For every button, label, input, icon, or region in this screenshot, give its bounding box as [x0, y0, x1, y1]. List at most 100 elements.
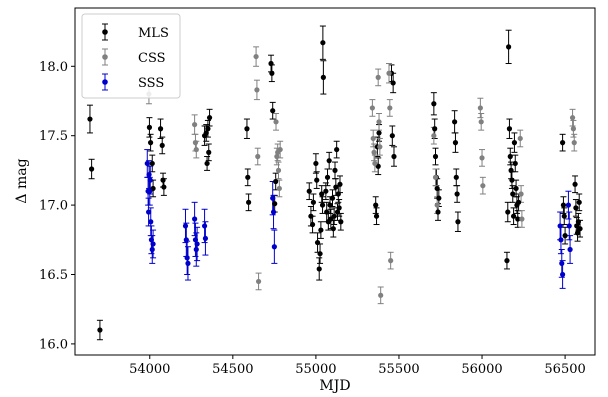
- sss-point: [559, 260, 565, 266]
- mls-point: [87, 116, 93, 122]
- mls-point: [268, 60, 274, 67]
- mls-point: [89, 166, 95, 172]
- mls-point: [452, 119, 458, 125]
- css-point: [255, 278, 262, 285]
- sss-point: [144, 160, 150, 167]
- mls-point: [308, 213, 314, 219]
- sss-point: [146, 171, 152, 178]
- mls-point: [560, 202, 567, 208]
- x-axis-label: MJD: [319, 378, 350, 394]
- mls-point: [205, 126, 211, 132]
- mls-point: [373, 213, 380, 219]
- css-point: [273, 119, 279, 125]
- sss-point: [148, 237, 155, 243]
- css-point: [377, 144, 383, 150]
- legend-sss-marker: [102, 79, 108, 85]
- css-point: [369, 105, 375, 111]
- mls-point: [455, 219, 461, 225]
- sss-point: [148, 219, 154, 225]
- mls-point: [319, 191, 325, 197]
- legend-css-label: CSS: [138, 51, 166, 66]
- mls-point: [454, 191, 460, 197]
- css-point: [378, 292, 384, 298]
- mls-point: [577, 226, 583, 232]
- mls-point: [161, 184, 167, 190]
- mls-point: [317, 251, 323, 257]
- mls-point: [338, 219, 344, 225]
- sss-point: [145, 209, 152, 215]
- mls-point: [206, 149, 212, 155]
- mls-point: [326, 158, 332, 164]
- css-point: [518, 191, 524, 197]
- mls-point: [510, 191, 516, 197]
- mls-point: [573, 205, 579, 211]
- y-tick-label: 17.0: [39, 199, 68, 214]
- mls-point: [435, 209, 441, 215]
- mls-point: [576, 199, 582, 205]
- legend-mls-marker: [102, 29, 108, 35]
- x-tick-label: 54500: [212, 362, 253, 377]
- mls-point: [512, 160, 518, 167]
- css-point: [479, 155, 485, 161]
- css-point: [274, 153, 280, 160]
- css-point: [478, 119, 484, 125]
- sss-point: [567, 246, 573, 253]
- mls-point: [309, 221, 316, 228]
- mls-point: [336, 205, 342, 211]
- mls-point: [270, 108, 276, 114]
- x-tick-label: 56500: [544, 362, 585, 377]
- sss-point: [192, 237, 199, 243]
- css-point: [431, 133, 437, 139]
- css-point: [434, 202, 440, 208]
- mls-point: [513, 185, 519, 192]
- mls-point: [511, 140, 518, 146]
- mls-point: [324, 209, 330, 215]
- css-point: [376, 119, 382, 125]
- css-point: [388, 258, 394, 264]
- css-point: [370, 135, 376, 142]
- mls-point: [159, 142, 165, 149]
- y-tick-label: 16.5: [39, 268, 68, 283]
- mls-point: [376, 130, 382, 136]
- mls-point: [337, 181, 343, 187]
- y-tick-label: 17.5: [39, 129, 68, 144]
- mls-point: [432, 126, 438, 132]
- mls-point: [373, 202, 379, 208]
- legend-mls-label: MLS: [138, 26, 169, 41]
- plot-frame: [74, 7, 596, 356]
- css-point: [255, 153, 261, 160]
- mls-point: [572, 181, 578, 187]
- mls-point: [203, 130, 209, 136]
- mls-point: [504, 258, 510, 264]
- mls-point: [324, 174, 331, 180]
- sss-point: [182, 223, 189, 229]
- css-point: [371, 149, 377, 155]
- sss-point: [150, 241, 156, 247]
- css-point: [570, 126, 577, 132]
- sss-point: [565, 202, 572, 208]
- mls-point: [505, 209, 511, 215]
- sss-point: [201, 223, 208, 229]
- sss-point: [184, 255, 190, 261]
- css-point: [275, 167, 282, 173]
- mls-point: [314, 239, 321, 246]
- sss-point: [147, 188, 153, 194]
- mls-point: [149, 160, 155, 167]
- css-point: [253, 53, 259, 60]
- mls-point: [334, 146, 340, 153]
- sss-point: [147, 177, 153, 183]
- mls-point: [334, 209, 341, 215]
- legend-css-marker: [102, 54, 108, 60]
- mls-point: [561, 213, 567, 219]
- mls-point: [515, 199, 522, 205]
- legend: MLS CSS SSS: [81, 13, 181, 99]
- sss-point: [557, 223, 563, 229]
- css-point: [372, 160, 378, 167]
- mls-point: [314, 177, 320, 183]
- mls-point: [273, 178, 279, 185]
- mls-point: [313, 160, 319, 167]
- sss-point: [271, 244, 277, 250]
- x-axis-ticks: 54000 54500 55000 55500 56000 56500: [129, 355, 586, 377]
- sss-point: [270, 195, 276, 201]
- mls-point: [330, 226, 336, 232]
